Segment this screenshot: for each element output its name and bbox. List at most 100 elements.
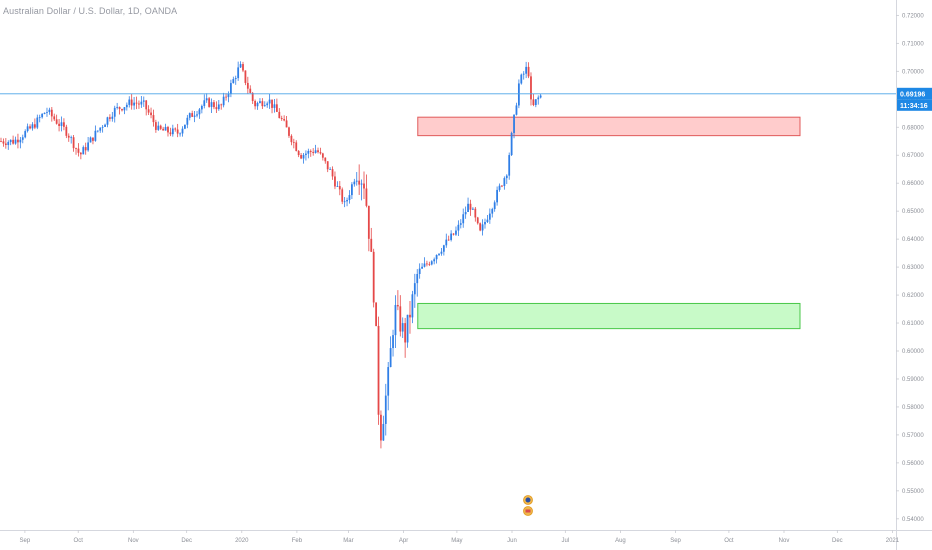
candle-body (99, 127, 102, 131)
candle-body (384, 395, 387, 424)
candle-body (251, 92, 254, 101)
candle-body (372, 251, 375, 303)
candle-body (125, 104, 128, 108)
candle-body (508, 155, 511, 176)
y-tick-label: 0.70000 (902, 69, 924, 75)
candle-body (324, 157, 327, 162)
candle-body (67, 135, 70, 138)
candle-body (263, 105, 266, 107)
candle-body (109, 117, 111, 119)
candle-body (12, 139, 14, 144)
candle-body (213, 102, 215, 108)
supply-zone[interactable] (417, 116, 801, 137)
candle-body (121, 108, 123, 111)
candle-body (455, 230, 457, 235)
y-tick-label: 0.67000 (902, 153, 924, 159)
candle-body (363, 183, 365, 189)
candle-body (416, 274, 419, 284)
candle-body (442, 245, 445, 252)
candle-body (256, 102, 259, 107)
candle-body (232, 79, 235, 84)
candle-body (392, 335, 394, 349)
candle-body (77, 148, 80, 153)
candle-body (532, 99, 535, 106)
x-tick-label: Dec (181, 538, 192, 544)
candle-body (341, 189, 344, 202)
candle-body (435, 254, 438, 260)
candle-body (157, 125, 160, 130)
candle-body (537, 97, 540, 100)
candle-body (423, 263, 426, 267)
y-tick-label: 0.58000 (902, 405, 924, 411)
candle-body (447, 239, 450, 241)
candle-body (517, 83, 520, 106)
x-tick-label: 2020 (235, 538, 249, 544)
candle-body (534, 99, 537, 106)
candle-body (409, 314, 411, 318)
x-tick-label: Sep (670, 538, 681, 544)
candle-body (312, 151, 315, 153)
candle-body (275, 104, 278, 112)
candle-body (106, 117, 109, 125)
candle-body (46, 112, 48, 113)
countdown-label: 11:34:16 (900, 103, 928, 110)
candle-body (33, 124, 36, 128)
candle-body (249, 88, 252, 93)
y-tick-label: 0.72000 (902, 13, 924, 19)
candle-body (60, 122, 63, 127)
candle-body (413, 283, 416, 295)
candle-body (9, 139, 12, 143)
candle-body (239, 64, 242, 68)
candle-body (351, 184, 353, 196)
candle-body (220, 104, 223, 106)
candle-body (138, 103, 140, 105)
candle-body (360, 183, 363, 185)
candle-body (72, 137, 75, 149)
candle-body (394, 304, 397, 336)
candle-body (87, 142, 90, 151)
candle-body (259, 101, 261, 103)
candle-body (230, 83, 232, 94)
candle-body (522, 73, 525, 75)
demand-zone[interactable] (417, 302, 801, 330)
x-tick-label: Nov (128, 538, 139, 544)
candle-body (297, 150, 300, 156)
candle-body (36, 117, 39, 128)
candle-body (142, 100, 145, 102)
candle-body (539, 95, 542, 98)
candle-body (418, 268, 421, 275)
y-tick-label: 0.66000 (902, 181, 924, 187)
x-tick-label: 2021 (886, 538, 900, 544)
candle-body (348, 195, 351, 200)
candle-body (176, 129, 179, 134)
x-tick-label: Jul (561, 538, 569, 544)
candle-body (331, 169, 334, 177)
candle-body (438, 253, 440, 255)
candle-body (244, 70, 247, 83)
candle-body (498, 185, 501, 190)
candle-body (510, 133, 513, 156)
candle-body (309, 150, 312, 152)
candle-body (530, 76, 532, 100)
candle-body (496, 189, 498, 203)
candle-body (314, 150, 317, 153)
candle-body (268, 99, 271, 104)
y-tick-label: 0.71000 (902, 41, 924, 47)
candle-body (464, 211, 467, 215)
candle-body (389, 348, 392, 368)
candle-body (184, 124, 186, 129)
y-tick-label: 0.59000 (902, 377, 924, 383)
candle-body (162, 128, 165, 131)
candle-body (196, 114, 198, 116)
candle-body (329, 169, 332, 170)
candle-body (515, 105, 518, 115)
candle-body (481, 224, 484, 231)
candle-body (292, 142, 295, 143)
candle-body (295, 142, 298, 151)
candle-body (261, 101, 264, 107)
candle-body (215, 107, 218, 110)
candle-body (406, 314, 409, 343)
candle-body (181, 128, 184, 134)
